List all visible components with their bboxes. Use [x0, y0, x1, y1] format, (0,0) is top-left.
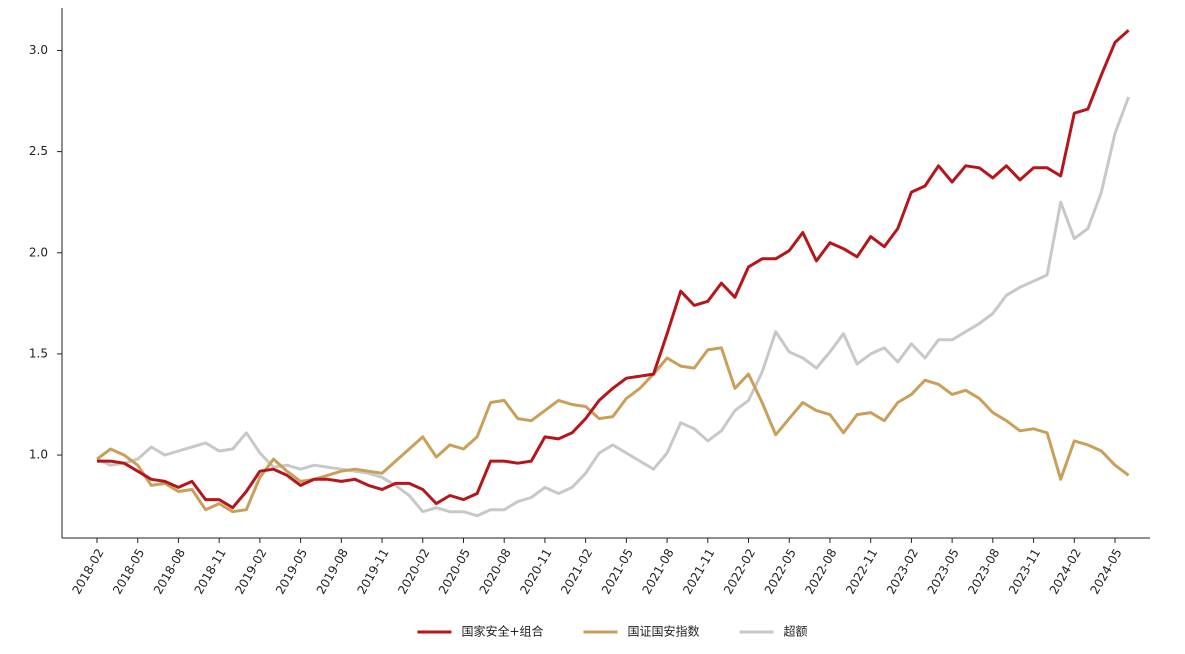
x-tick-label: 2020-08 [477, 546, 514, 596]
x-tick-label: 2021-08 [640, 546, 677, 596]
x-tick-label: 2018-02 [69, 546, 106, 596]
y-tick-label: 2.0 [29, 245, 48, 259]
legend-label: 国证国安指数 [628, 624, 700, 639]
x-tick-label: 2023-11 [1006, 546, 1043, 596]
x-tick-label: 2022-08 [802, 546, 839, 596]
x-tick-label: 2023-02 [884, 546, 921, 596]
x-tick-label: 2021-11 [680, 546, 717, 596]
x-tick-label: 2022-02 [721, 546, 758, 596]
x-tick-label: 2020-02 [395, 546, 432, 596]
x-tick-label: 2018-08 [151, 546, 188, 596]
x-tick-label: 2022-11 [843, 546, 880, 596]
x-tick-label: 2023-08 [965, 546, 1002, 596]
x-tick-label: 2024-02 [1047, 546, 1084, 596]
x-tick-label: 2018-05 [110, 546, 147, 596]
series-line [96, 346, 1130, 514]
x-tick-label: 2019-08 [314, 546, 351, 596]
y-tick-label: 1.5 [29, 346, 48, 360]
x-tick-label: 2022-05 [762, 546, 799, 596]
x-tick-label: 2019-11 [354, 546, 391, 596]
x-tick-label: 2019-05 [273, 546, 310, 596]
series-line [96, 96, 1131, 518]
x-tick-label: 2020-11 [517, 546, 554, 596]
y-tick-label: 2.5 [29, 144, 48, 158]
x-tick-label: 2024-05 [1087, 546, 1124, 596]
x-tick-label: 2019-02 [232, 546, 269, 596]
y-tick-label: 1.0 [29, 448, 48, 462]
y-tick-label: 3.0 [29, 43, 48, 57]
legend-label: 国家安全+组合 [461, 624, 543, 639]
x-tick-label: 2018-11 [192, 546, 229, 596]
x-tick-label: 2021-05 [599, 546, 636, 596]
x-tick-label: 2020-05 [436, 546, 473, 596]
legend-label: 超额 [784, 624, 808, 639]
x-tick-label: 2021-02 [558, 546, 595, 596]
x-tick-label: 2023-05 [925, 546, 962, 596]
series-line [97, 29, 1130, 510]
